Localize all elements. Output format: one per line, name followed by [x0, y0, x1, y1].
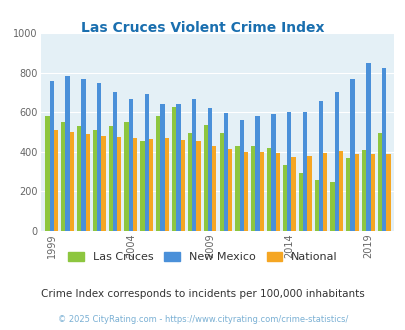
Bar	[338, 151, 342, 231]
Bar	[97, 82, 101, 231]
Bar	[322, 153, 326, 231]
Bar	[128, 99, 133, 231]
Bar	[266, 148, 271, 231]
Bar	[243, 152, 247, 231]
Bar	[172, 107, 176, 231]
Text: Crime Index corresponds to incidents per 100,000 inhabitants: Crime Index corresponds to incidents per…	[41, 289, 364, 299]
Bar	[381, 68, 386, 231]
Bar	[298, 173, 302, 231]
Bar	[302, 112, 307, 231]
Bar	[228, 149, 232, 231]
Bar	[212, 146, 216, 231]
Bar	[386, 154, 390, 231]
Bar	[203, 125, 207, 231]
Bar	[345, 158, 350, 231]
Bar	[77, 126, 81, 231]
Bar	[188, 133, 192, 231]
Bar	[192, 99, 196, 231]
Bar	[365, 63, 370, 231]
Bar	[219, 133, 223, 231]
Text: © 2025 CityRating.com - https://www.cityrating.com/crime-statistics/: © 2025 CityRating.com - https://www.city…	[58, 315, 347, 324]
Bar	[377, 133, 381, 231]
Bar	[275, 153, 279, 231]
Bar	[235, 146, 239, 231]
Bar	[318, 101, 322, 231]
Bar	[314, 180, 318, 231]
Bar	[330, 182, 334, 231]
Bar	[160, 104, 164, 231]
Bar	[255, 116, 259, 231]
Bar	[156, 116, 160, 231]
Bar	[54, 130, 58, 231]
Bar	[85, 134, 90, 231]
Bar	[350, 79, 354, 231]
Bar	[370, 154, 374, 231]
Bar	[140, 141, 144, 231]
Bar	[286, 112, 291, 231]
Bar	[113, 92, 117, 231]
Legend: Las Cruces, New Mexico, National: Las Cruces, New Mexico, National	[64, 248, 341, 267]
Bar	[49, 81, 54, 231]
Bar	[133, 138, 137, 231]
Bar	[70, 132, 74, 231]
Bar	[81, 79, 85, 231]
Bar	[251, 146, 255, 231]
Bar	[282, 165, 286, 231]
Bar	[144, 94, 149, 231]
Bar	[45, 116, 49, 231]
Bar	[117, 137, 121, 231]
Bar	[101, 136, 105, 231]
Text: Las Cruces Violent Crime Index: Las Cruces Violent Crime Index	[81, 21, 324, 35]
Bar	[164, 138, 168, 231]
Bar	[207, 108, 212, 231]
Bar	[239, 120, 243, 231]
Bar	[354, 154, 358, 231]
Bar	[176, 104, 180, 231]
Bar	[61, 122, 65, 231]
Bar	[361, 150, 365, 231]
Bar	[65, 76, 70, 231]
Bar	[259, 152, 263, 231]
Bar	[124, 122, 128, 231]
Bar	[271, 114, 275, 231]
Bar	[291, 157, 295, 231]
Bar	[334, 92, 338, 231]
Bar	[149, 139, 153, 231]
Bar	[307, 156, 311, 231]
Bar	[223, 113, 228, 231]
Bar	[196, 141, 200, 231]
Bar	[93, 130, 97, 231]
Bar	[109, 126, 113, 231]
Bar	[180, 140, 184, 231]
